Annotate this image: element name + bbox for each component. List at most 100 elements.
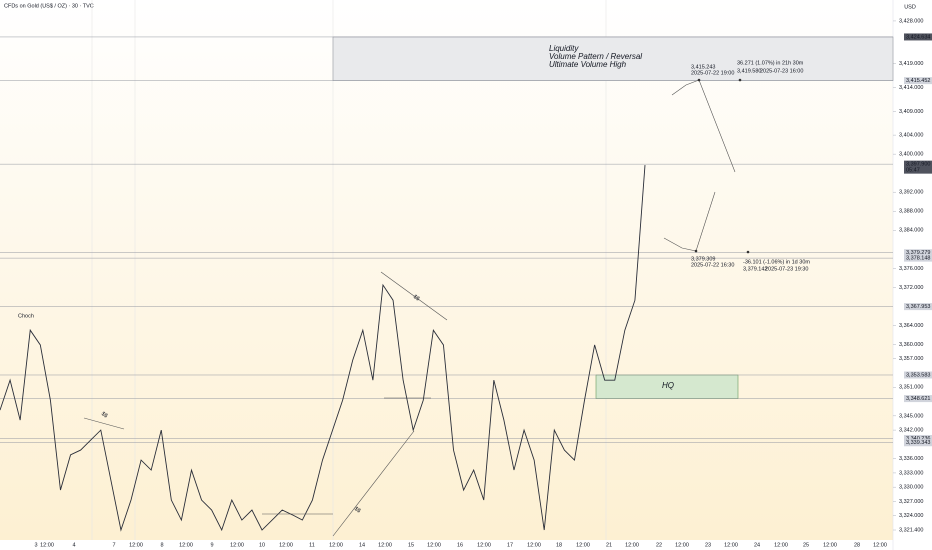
x-tick-label: 12:00: [724, 542, 738, 548]
price-marker: 3,340.236: [906, 436, 930, 442]
x-tick-label: 12:00: [129, 542, 143, 548]
price-marker: 3,367.953: [906, 304, 930, 310]
measure-label: -36.101 (-1.06%) in 1d 30m: [743, 259, 810, 265]
x-tick-label: 12:00: [576, 542, 590, 548]
countdown: 05:47: [906, 168, 920, 174]
x-tick-label: 12:00: [179, 542, 193, 548]
price-line: [0, 165, 646, 532]
measure-label: 2025-07-22 16:30: [691, 262, 734, 268]
x-tick-label: 16: [457, 542, 463, 548]
structure-line: [380, 271, 448, 321]
x-tick-label: 15: [408, 542, 414, 548]
y-tick-label: 3,376.000: [899, 266, 923, 272]
x-tick-label: 12:00: [873, 542, 887, 548]
x-tick-label: 4: [72, 542, 75, 548]
price-marker-bg: [904, 160, 932, 174]
y-tick-label: 3,388.000: [899, 209, 923, 215]
y-tick-label: 3,414.000: [899, 85, 923, 91]
price-marker: 3,339.343: [906, 440, 930, 446]
x-tick-label: 11: [309, 542, 315, 548]
y-tick-label: 3,400.000: [899, 152, 923, 158]
currency: USD: [904, 4, 916, 10]
price-marker: 3,415.452: [906, 78, 930, 84]
y-tick-label: 3,351.000: [899, 385, 923, 391]
dollar-label: $$: [353, 506, 361, 514]
time-axis: [0, 540, 893, 550]
y-tick-label: 3,384.000: [899, 228, 923, 234]
x-tick-label: 21: [606, 542, 612, 548]
x-tick-label: 24: [754, 542, 760, 548]
dollar-label: $$: [100, 411, 108, 419]
point: [694, 249, 698, 253]
measure-label: 3,379.309: [691, 256, 715, 262]
measure-label: 2025-07-23 16:00: [760, 68, 803, 74]
x-tick-label: 3: [34, 542, 37, 548]
x-tick-label: 12:00: [279, 542, 293, 548]
price-marker-bg: [904, 439, 932, 447]
y-tick-label: 3,428.000: [899, 18, 923, 24]
projection: [663, 191, 716, 252]
x-tick-label: 18: [556, 542, 562, 548]
price-marker: 3,353.583: [906, 372, 930, 378]
x-tick-label: 12:00: [823, 542, 837, 548]
price-marker-bg: [904, 249, 932, 257]
price-marker-bg: [904, 77, 932, 85]
measure-label: 3,379.142: [743, 266, 767, 272]
liquidity-label: Ultimate Volume High: [549, 60, 627, 69]
x-tick-label: 12:00: [329, 542, 343, 548]
price-marker: 3,378.148: [906, 256, 930, 262]
liquidity-label: Volume Pattern / Reversal: [549, 52, 642, 61]
point: [697, 78, 701, 82]
y-tick-label: 3,327.000: [899, 499, 923, 505]
measure-label: 3,419.580: [737, 68, 761, 74]
x-tick-label: 28: [854, 542, 860, 548]
price-marker-bg: [904, 254, 932, 262]
y-tick-label: 3,404.000: [899, 133, 923, 139]
point: [746, 250, 750, 254]
y-tick-label: 3,330.000: [899, 485, 923, 491]
price-marker-bg: [904, 33, 932, 41]
x-tick-label: 12:00: [40, 542, 54, 548]
price-marker: 3,397.900: [906, 162, 930, 168]
y-tick-label: 3,409.000: [899, 109, 923, 115]
y-tick-label: 3,372.000: [899, 285, 923, 291]
y-tick-label: 3,321.400: [899, 527, 923, 533]
x-tick-label: 17: [507, 542, 513, 548]
x-tick-label: 12:00: [527, 542, 541, 548]
x-tick-label: 14: [359, 542, 365, 548]
y-tick-label: 3,342.000: [899, 428, 923, 434]
x-tick-label: 25: [803, 542, 809, 548]
y-tick-label: 3,364.000: [899, 323, 923, 329]
measure-label: 2025-07-22 19:00: [691, 70, 734, 76]
choch-label: Choch: [18, 313, 34, 319]
y-tick-label: 3,357.000: [899, 356, 923, 362]
y-tick-label: 3,392.000: [899, 190, 923, 196]
x-tick-label: 12:00: [230, 542, 244, 548]
x-tick-label: 8: [160, 542, 163, 548]
price-axis: [893, 0, 932, 550]
price-marker-bg: [904, 303, 932, 311]
y-tick-label: 3,345.000: [899, 413, 923, 419]
price-marker-bg: [904, 395, 932, 403]
chart-title: CFDs on Gold (US$ / OZ) · 30 · TVC: [4, 3, 94, 9]
measure-label: 3,415.243: [691, 64, 715, 70]
hq-label: HQ: [662, 381, 674, 390]
y-tick-label: 3,324.000: [899, 513, 923, 519]
x-tick-label: 12:00: [625, 542, 639, 548]
y-tick-label: 3,360.000: [899, 342, 923, 348]
x-tick-label: 12:00: [675, 542, 689, 548]
price-marker: 3,424.634: [906, 34, 930, 40]
y-tick-label: 3,336.000: [899, 456, 923, 462]
x-tick-label: 22: [656, 542, 662, 548]
x-tick-label: 12:00: [427, 542, 441, 548]
x-tick-label: 12:00: [378, 542, 392, 548]
structure-line: [83, 417, 125, 430]
price-marker: 3,379.279: [906, 250, 930, 256]
liquidity-zone: [332, 36, 894, 81]
x-tick-label: 23: [705, 542, 711, 548]
y-tick-label: 3,333.000: [899, 470, 923, 476]
point: [738, 78, 742, 82]
measure-label: 2025-07-23 19:30: [765, 266, 808, 272]
x-tick-label: 7: [112, 542, 115, 548]
